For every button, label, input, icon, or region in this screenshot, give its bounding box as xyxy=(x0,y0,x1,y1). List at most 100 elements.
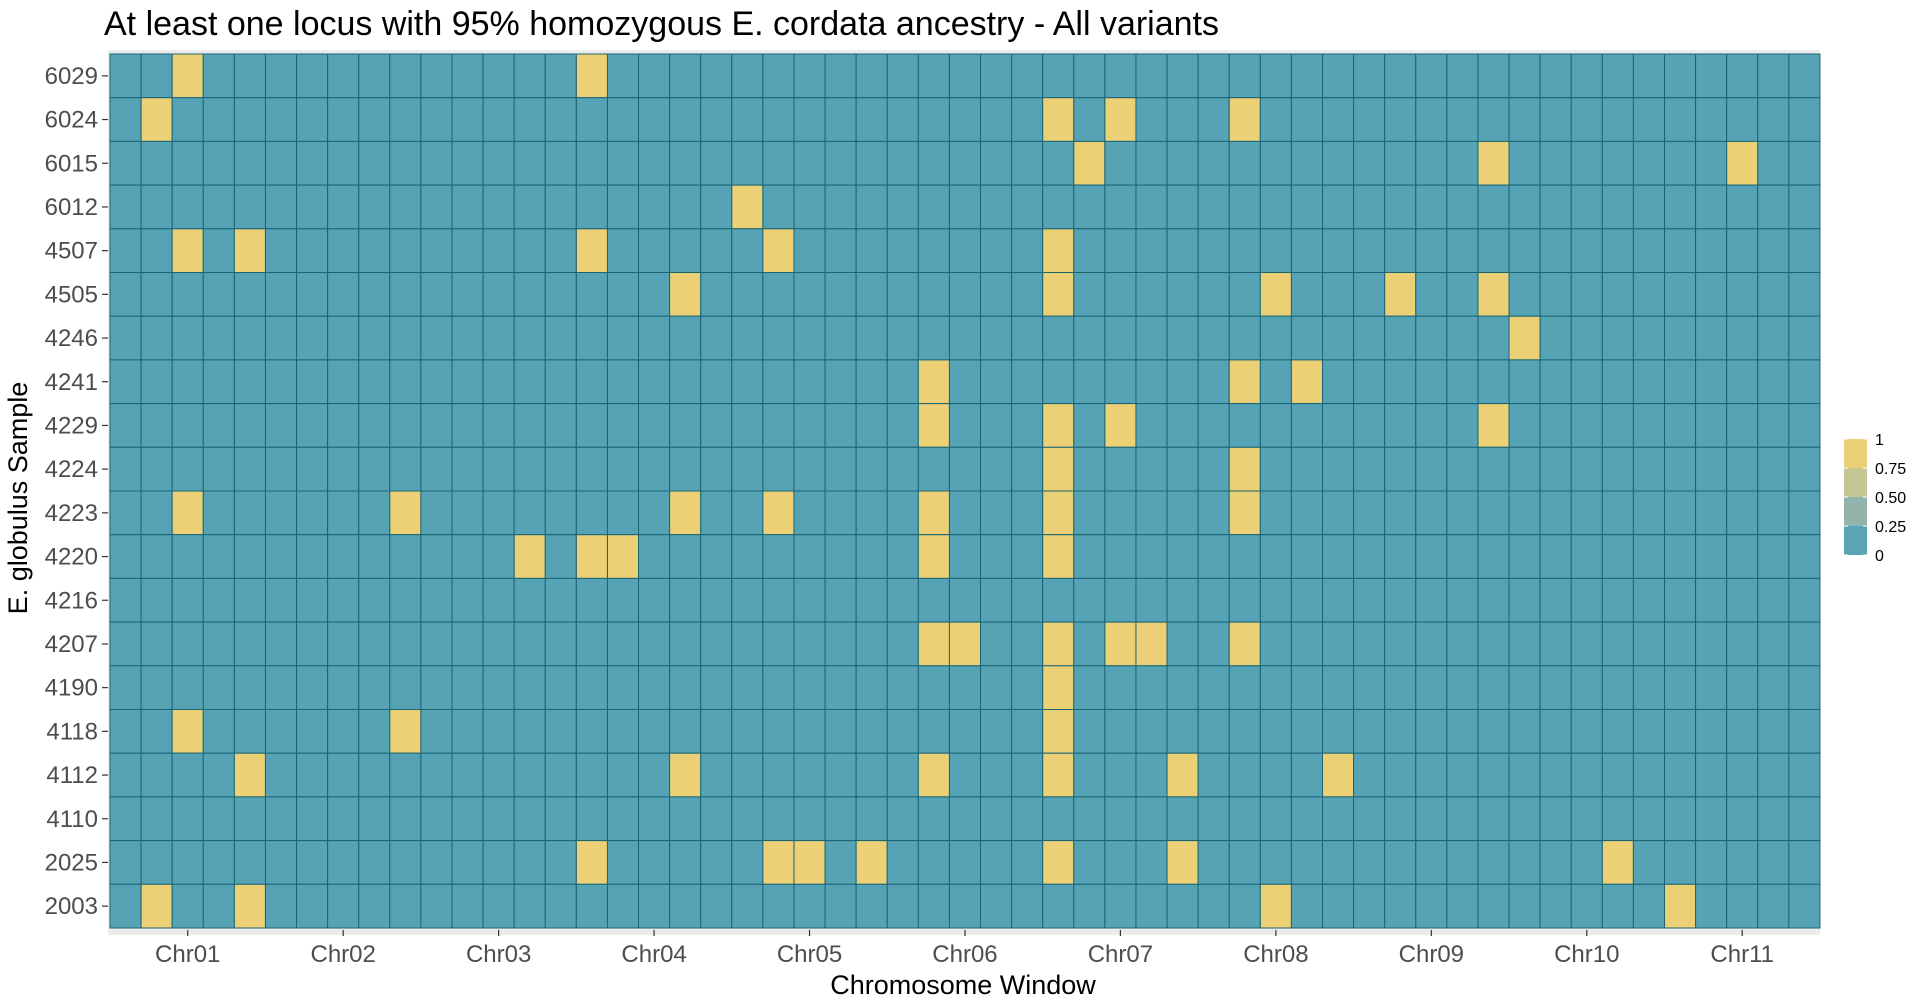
heatmap-cell xyxy=(296,709,329,754)
heatmap-cell xyxy=(824,228,857,274)
heatmap-cell xyxy=(109,665,142,710)
heatmap-cell xyxy=(109,752,142,798)
heatmap-cell xyxy=(1290,272,1324,317)
y-tick-label: 4118 xyxy=(46,718,98,745)
heatmap-cell xyxy=(202,621,235,667)
heatmap-cell xyxy=(202,97,235,142)
heatmap-cell xyxy=(793,577,826,623)
heatmap-cell xyxy=(917,840,950,885)
heatmap-cell xyxy=(1788,53,1821,99)
heatmap-cell xyxy=(1166,796,1199,842)
heatmap-cell xyxy=(296,665,329,710)
heatmap-cell xyxy=(140,490,173,536)
heatmap-cell xyxy=(1135,534,1168,579)
heatmap-cell xyxy=(1415,315,1448,361)
y-tick-label: 4110 xyxy=(46,806,98,833)
heatmap-cell xyxy=(358,796,391,842)
heatmap-cell xyxy=(669,140,702,186)
heatmap-cell xyxy=(451,446,484,492)
heatmap-cell xyxy=(1757,272,1790,317)
heatmap-cell xyxy=(669,883,702,929)
heatmap-cell xyxy=(482,97,515,142)
heatmap-cell xyxy=(1290,840,1324,885)
heatmap-cell xyxy=(855,490,888,536)
heatmap-cell xyxy=(1570,315,1603,361)
heatmap-cell-high xyxy=(1042,272,1075,317)
heatmap-cell xyxy=(109,534,142,579)
heatmap-cell xyxy=(202,534,235,579)
heatmap-cell xyxy=(886,184,919,230)
heatmap-cell xyxy=(1664,359,1697,405)
heatmap-cell xyxy=(327,53,360,99)
heatmap-cell xyxy=(1632,53,1666,99)
heatmap-cell xyxy=(1135,752,1168,798)
heatmap-cell xyxy=(1664,97,1697,142)
heatmap-cell xyxy=(482,359,515,405)
heatmap-cell xyxy=(1539,621,1572,667)
heatmap-cell xyxy=(1384,140,1417,186)
heatmap-cell xyxy=(202,140,235,186)
heatmap-cell xyxy=(1353,184,1386,230)
heatmap-cell xyxy=(109,709,142,754)
heatmap-cell xyxy=(1508,184,1541,230)
heatmap-cell xyxy=(575,665,608,710)
heatmap-cell xyxy=(917,315,950,361)
heatmap-cell xyxy=(1135,665,1168,710)
heatmap-cell xyxy=(762,97,795,142)
heatmap-cell xyxy=(544,621,577,667)
heatmap-cell xyxy=(1508,577,1541,623)
heatmap-cell xyxy=(1477,315,1510,361)
heatmap-cell xyxy=(731,315,764,361)
heatmap-cell xyxy=(793,403,826,448)
heatmap-cell xyxy=(140,53,173,99)
heatmap-cell xyxy=(1726,315,1759,361)
heatmap-cell xyxy=(1632,97,1666,142)
heatmap-cell xyxy=(886,140,919,186)
heatmap-cell xyxy=(1570,883,1603,929)
heatmap-cell xyxy=(202,272,235,317)
heatmap-cell xyxy=(980,446,1013,492)
heatmap-cell xyxy=(917,577,950,623)
heatmap-cell xyxy=(202,315,235,361)
heatmap-cell xyxy=(1415,796,1448,842)
heatmap-cell-high xyxy=(1228,490,1261,536)
heatmap-cell xyxy=(1073,840,1106,885)
heatmap-cell xyxy=(1073,228,1106,274)
heatmap-cell xyxy=(824,359,857,405)
heatmap-cell xyxy=(824,883,857,929)
heatmap-cell xyxy=(855,665,888,710)
heatmap-cell xyxy=(544,752,577,798)
heatmap-cell xyxy=(420,883,453,929)
heatmap-cell xyxy=(1353,577,1386,623)
heatmap-cell xyxy=(171,184,204,230)
heatmap-cell xyxy=(886,752,919,798)
heatmap-cell xyxy=(762,184,795,230)
legend-color-swatch xyxy=(1844,526,1867,555)
heatmap-cell xyxy=(420,796,453,842)
heatmap-cell xyxy=(1415,752,1448,798)
heatmap-cell xyxy=(1477,665,1510,710)
heatmap-cell xyxy=(1290,752,1324,798)
heatmap-cell xyxy=(1695,140,1728,186)
heatmap-cell xyxy=(1539,490,1572,536)
heatmap-cell xyxy=(980,53,1013,99)
heatmap-cell xyxy=(1166,621,1199,667)
heatmap-cell xyxy=(1415,490,1448,536)
heatmap-cell xyxy=(1197,621,1230,667)
heatmap-cell xyxy=(1415,577,1448,623)
heatmap-cell xyxy=(1384,359,1417,405)
heatmap-cell xyxy=(233,796,266,842)
heatmap-cell xyxy=(171,796,204,842)
heatmap-cell xyxy=(700,359,733,405)
heatmap-cell xyxy=(886,403,919,448)
heatmap-cell xyxy=(451,403,484,448)
heatmap-cell xyxy=(389,534,422,579)
legend-label: 0.25 xyxy=(1875,519,1906,536)
heatmap-cell xyxy=(980,272,1013,317)
heatmap-cell xyxy=(1228,796,1261,842)
heatmap-cell xyxy=(1664,534,1697,579)
heatmap-cell xyxy=(606,752,640,798)
heatmap-cell xyxy=(1415,272,1448,317)
heatmap-cell xyxy=(1757,665,1790,710)
heatmap-cell xyxy=(1104,359,1137,405)
